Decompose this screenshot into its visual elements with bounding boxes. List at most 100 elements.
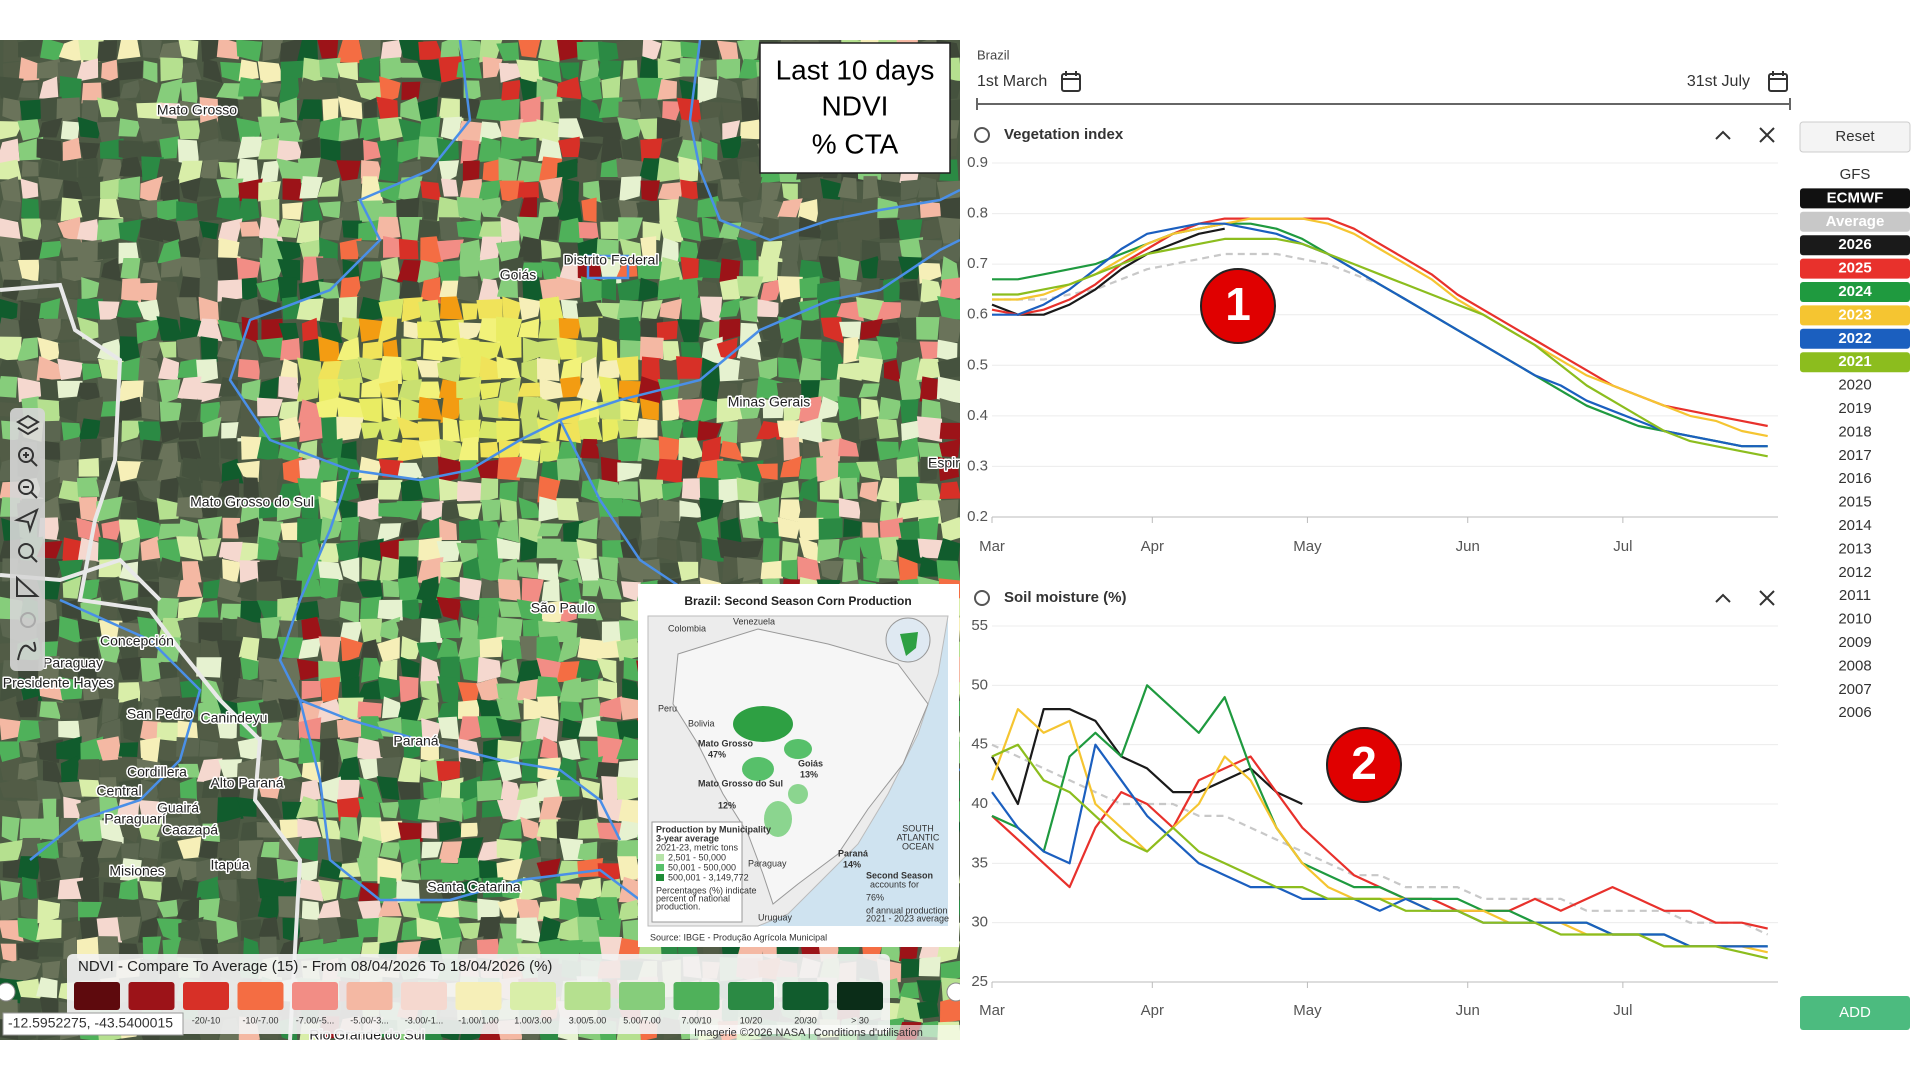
map-cell <box>581 796 597 822</box>
layers-button[interactable] <box>16 414 40 436</box>
legend-entry[interactable]: 2010 <box>1838 611 1871 628</box>
locate-button[interactable] <box>13 508 39 534</box>
legend-entry[interactable]: 2007 <box>1838 681 1871 698</box>
legend-swatch[interactable] <box>292 982 338 1010</box>
map[interactable]: Mato Grosso Goiás Distrito Federal Minas… <box>0 36 965 1044</box>
collapse-button[interactable] <box>1715 130 1731 140</box>
collapse-button[interactable] <box>1715 593 1731 603</box>
map-cell <box>497 739 522 761</box>
map-cell <box>137 560 160 581</box>
map-cell <box>197 318 223 342</box>
legend-button[interactable] <box>1800 235 1910 256</box>
legend-entry[interactable]: 2019 <box>1838 400 1871 417</box>
reset-button[interactable] <box>1799 121 1911 153</box>
legend-swatch[interactable] <box>619 982 665 1010</box>
map-cell <box>937 456 960 482</box>
legend-entry[interactable]: 2014 <box>1838 517 1871 534</box>
legend-entry[interactable]: 2020 <box>1838 377 1871 394</box>
map-cell <box>39 377 62 402</box>
calendar-icon[interactable] <box>1061 71 1081 92</box>
legend-entry[interactable]: 2006 <box>1838 704 1871 721</box>
calendar-icon[interactable] <box>1768 71 1788 92</box>
legend-entry[interactable]: 2011 <box>1839 587 1871 604</box>
map-cell <box>358 56 380 83</box>
map-cell <box>677 277 703 300</box>
map-cell <box>256 758 282 783</box>
inset-country: Bolivia <box>688 718 715 728</box>
legend-entry[interactable]: 2017 <box>1838 447 1871 464</box>
map-cell <box>556 400 582 424</box>
legend-swatch[interactable] <box>346 982 393 1010</box>
map-cell <box>116 798 140 821</box>
map-cell <box>537 476 563 503</box>
close-button[interactable] <box>1759 127 1775 143</box>
map-cell <box>340 137 364 163</box>
legend-swatch[interactable] <box>782 982 829 1010</box>
zoom-out-button[interactable] <box>18 479 34 495</box>
legend-button[interactable] <box>1800 211 1910 232</box>
map-cell <box>300 577 323 598</box>
legend-button[interactable] <box>1800 328 1910 349</box>
map-cell <box>537 757 562 783</box>
legend-entry[interactable]: 2012 <box>1838 564 1871 581</box>
legend-entry: ECMWF <box>1827 189 1884 206</box>
legend-swatch[interactable] <box>564 982 611 1010</box>
map-cell <box>641 40 662 63</box>
map-cell <box>36 977 58 999</box>
map-cell <box>96 659 121 681</box>
legend-button[interactable] <box>1800 282 1910 302</box>
map-cell <box>256 856 280 880</box>
add-button[interactable] <box>1800 996 1910 1030</box>
legend-entry[interactable]: 2009 <box>1838 634 1871 651</box>
collapse-left-button[interactable] <box>0 982 16 1002</box>
legend-button[interactable] <box>1800 258 1910 279</box>
map-cell <box>500 216 521 243</box>
map-cell <box>876 441 900 461</box>
map-cell <box>417 421 441 444</box>
map-label: Distrito Federal <box>564 252 659 268</box>
draw-button[interactable] <box>17 641 37 661</box>
collapse-right-button[interactable] <box>946 982 965 1002</box>
target-button[interactable] <box>20 612 36 628</box>
legend-entry[interactable]: 2008 <box>1838 657 1871 674</box>
legend-button[interactable] <box>1800 305 1910 326</box>
legend-entry[interactable]: 2018 <box>1838 423 1871 440</box>
map-cell <box>459 776 482 802</box>
legend-entry[interactable]: 2015 <box>1838 494 1871 511</box>
map-cell <box>896 539 923 564</box>
map-cell <box>400 96 424 123</box>
legend-button[interactable] <box>1800 352 1910 373</box>
legend-swatch[interactable] <box>401 982 447 1010</box>
legend-entry[interactable]: 2016 <box>1838 470 1871 487</box>
map-cell <box>577 416 603 440</box>
legend-swatch[interactable] <box>455 982 502 1010</box>
legend-swatch[interactable] <box>728 982 774 1010</box>
legend-entry[interactable]: 2013 <box>1838 540 1871 557</box>
close-button[interactable] <box>1759 590 1775 606</box>
map-cell <box>280 522 303 541</box>
measure-button[interactable] <box>16 575 40 597</box>
map-cell <box>481 760 501 783</box>
start-date[interactable]: 1st March <box>977 73 1047 90</box>
map-cell <box>422 780 442 803</box>
legend-button[interactable] <box>1800 188 1910 209</box>
legend-swatch[interactable] <box>128 982 175 1010</box>
map-cell <box>701 216 722 239</box>
legend-swatch[interactable] <box>237 982 284 1010</box>
map-cell <box>596 442 619 463</box>
end-date[interactable]: 31st July <box>1687 73 1750 90</box>
legend-swatch[interactable] <box>510 982 556 1010</box>
legend-swatch[interactable] <box>837 982 883 1010</box>
map-cell <box>660 237 679 264</box>
map-cell <box>379 820 403 844</box>
legend-swatch[interactable] <box>183 982 229 1010</box>
map-cell <box>42 440 61 460</box>
legend-entry[interactable]: GFS <box>1840 166 1871 183</box>
legend-swatch[interactable] <box>673 982 720 1010</box>
map-cell <box>699 40 720 60</box>
zoom-in-button[interactable] <box>18 447 34 463</box>
map-cell <box>97 536 120 564</box>
map-cell <box>216 178 244 204</box>
legend-swatch[interactable] <box>74 982 120 1010</box>
search-button[interactable] <box>18 543 34 559</box>
